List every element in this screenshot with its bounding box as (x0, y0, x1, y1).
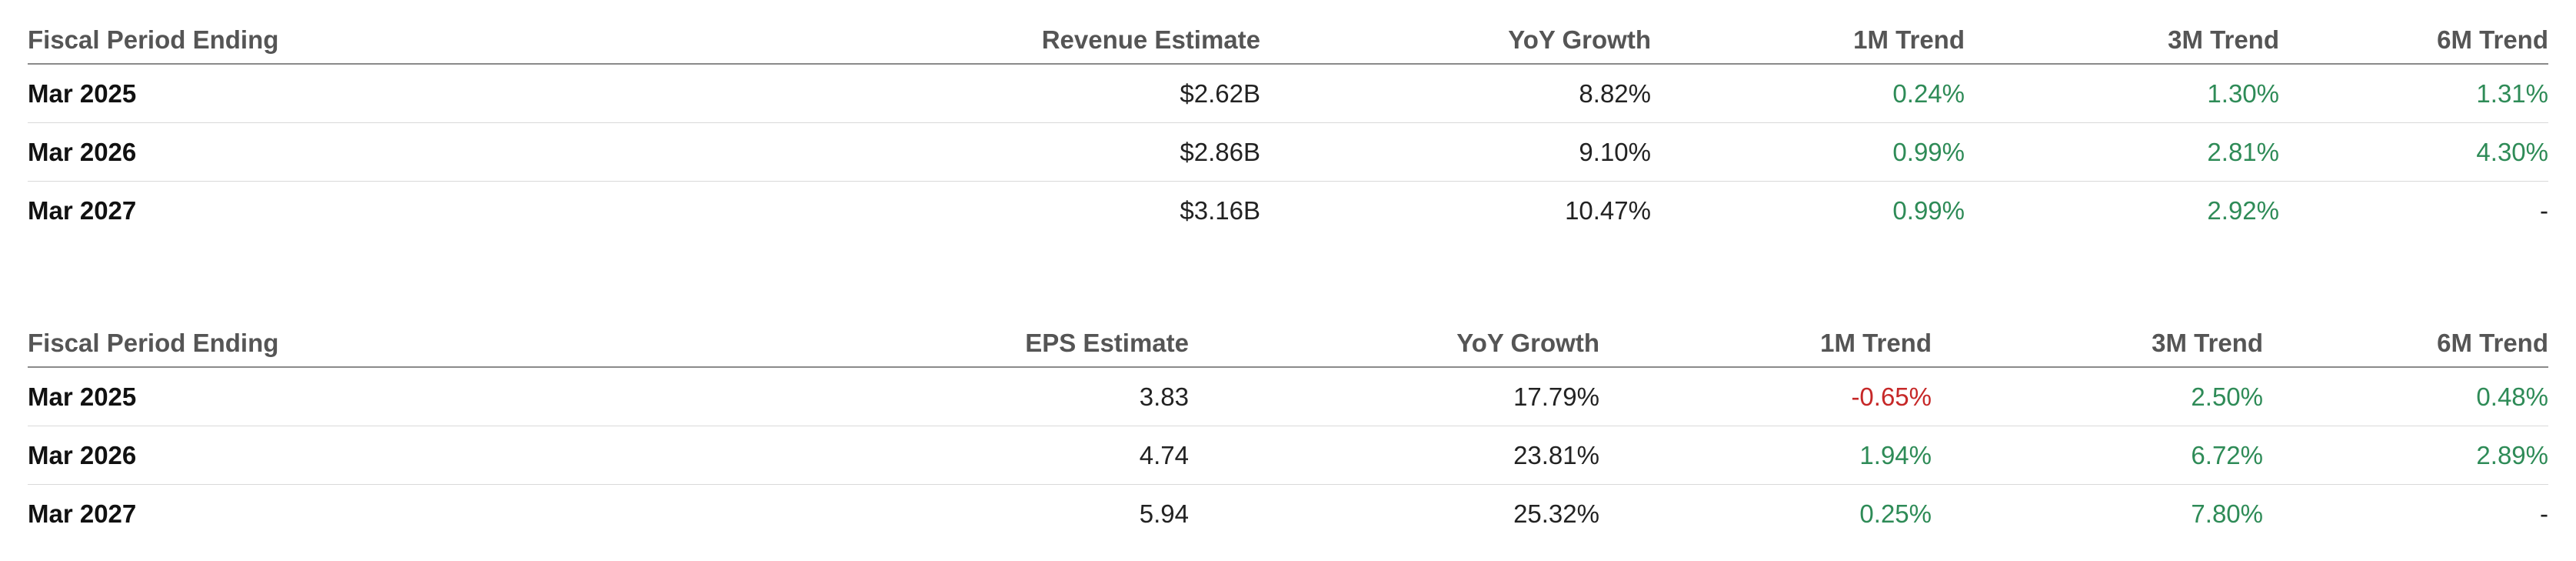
period-cell: Mar 2027 (28, 499, 137, 528)
eps-estimates-table: Fiscal Period Ending EPS Estimate YoY Gr… (28, 320, 2548, 543)
table-row: Mar 2026 4.74 23.81% 1.94% 6.72% 2.89% (28, 426, 2548, 485)
column-header-1m-trend[interactable]: 1M Trend (1599, 320, 1932, 368)
period-cell: Mar 2026 (28, 122, 335, 182)
column-header-yoy-growth[interactable]: YoY Growth (1189, 320, 1599, 368)
column-header-yoy-growth[interactable]: YoY Growth (1260, 17, 1651, 65)
column-header-fiscal-period[interactable]: Fiscal Period Ending (28, 17, 335, 65)
column-header-6m-trend[interactable]: 6M Trend (2279, 17, 2548, 65)
table-row: Mar 2025 3.83 17.79% -0.65% 2.50% 0.48% (28, 367, 2548, 426)
yoy-growth-cell: 25.32% (1513, 499, 1599, 528)
yoy-growth-cell: 23.81% (1189, 426, 1599, 485)
table-header-row: Fiscal Period Ending Revenue Estimate Yo… (28, 17, 2548, 65)
table-row: Mar 2026 $2.86B 9.10% 0.99% 2.81% 4.30% (28, 122, 2548, 182)
trend-1m-cell: 0.24% (1651, 64, 1965, 123)
trend-3m-cell: 2.81% (1965, 122, 2279, 182)
period-cell: Mar 2025 (28, 367, 335, 426)
trend-6m-cell: 4.30% (2279, 122, 2548, 182)
estimate-cell: $2.86B (335, 122, 1260, 182)
trend-3m-cell: 1.30% (1965, 64, 2279, 123)
trend-3m-cell: 7.80% (2191, 499, 2263, 528)
trend-6m-cell: 2.89% (2263, 426, 2548, 485)
estimate-cell: $2.62B (335, 64, 1260, 123)
trend-1m-cell: 0.99% (1892, 195, 1965, 225)
column-header-6m-trend[interactable]: 6M Trend (2263, 320, 2548, 368)
estimate-cell: 4.74 (335, 426, 1189, 485)
column-header-1m-trend[interactable]: 1M Trend (1651, 17, 1965, 65)
table-row: Mar 2027 5.94 25.32% 0.25% 7.80% - (28, 485, 2548, 543)
yoy-growth-cell: 9.10% (1260, 122, 1651, 182)
trend-3m-cell: 2.50% (1932, 367, 2263, 426)
period-cell: Mar 2027 (28, 195, 137, 225)
yoy-growth-cell: 8.82% (1260, 64, 1651, 123)
estimate-cell: 3.83 (335, 367, 1189, 426)
period-cell: Mar 2025 (28, 64, 335, 123)
revenue-estimates-table: Fiscal Period Ending Revenue Estimate Yo… (28, 17, 2548, 239)
column-header-eps-estimate[interactable]: EPS Estimate (335, 320, 1189, 368)
trend-6m-cell: 1.31% (2279, 64, 2548, 123)
estimate-cell: $3.16B (1180, 195, 1260, 225)
trend-3m-cell: 6.72% (1932, 426, 2263, 485)
trend-1m-cell: 0.25% (1859, 499, 1932, 528)
column-header-revenue-estimate[interactable]: Revenue Estimate (335, 17, 1260, 65)
period-cell: Mar 2026 (28, 426, 335, 485)
table-row: Mar 2025 $2.62B 8.82% 0.24% 1.30% 1.31% (28, 64, 2548, 123)
yoy-growth-cell: 17.79% (1189, 367, 1599, 426)
trend-1m-cell: 1.94% (1599, 426, 1932, 485)
column-header-3m-trend[interactable]: 3M Trend (1932, 320, 2263, 368)
trend-6m-cell: 0.48% (2263, 367, 2548, 426)
table-row: Mar 2027 $3.16B 10.47% 0.99% 2.92% - (28, 182, 2548, 240)
trend-1m-cell: -0.65% (1599, 367, 1932, 426)
trend-6m-cell: - (2540, 195, 2548, 225)
yoy-growth-cell: 10.47% (1565, 195, 1651, 225)
trend-6m-cell: - (2540, 499, 2548, 528)
estimate-cell: 5.94 (1139, 499, 1189, 528)
trend-1m-cell: 0.99% (1651, 122, 1965, 182)
column-header-fiscal-period[interactable]: Fiscal Period Ending (28, 320, 335, 368)
table-header-row: Fiscal Period Ending EPS Estimate YoY Gr… (28, 320, 2548, 368)
column-header-3m-trend[interactable]: 3M Trend (1965, 17, 2279, 65)
trend-3m-cell: 2.92% (2207, 195, 2279, 225)
